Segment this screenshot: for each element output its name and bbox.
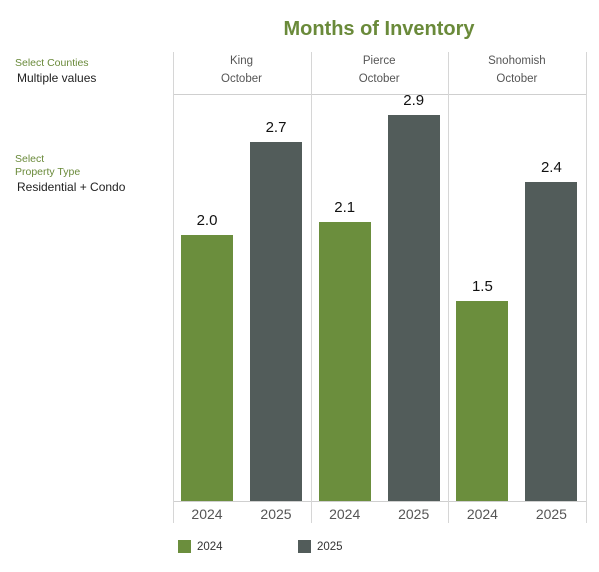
panel-header-king: King October xyxy=(173,55,310,85)
select-property-type-value[interactable]: Residential + Condo xyxy=(17,180,126,194)
chart-title: Months of Inventory xyxy=(283,18,475,40)
baseline xyxy=(173,501,588,502)
data-label: 2.0 xyxy=(196,211,218,229)
data-label: 2.9 xyxy=(403,92,425,110)
legend-label-2024: 2024 xyxy=(197,541,223,553)
panel-divider xyxy=(310,52,312,523)
panel-divider xyxy=(448,52,450,523)
bar-snohomish-2024 xyxy=(456,301,509,501)
bar-king-2025 xyxy=(250,141,302,501)
header-divider xyxy=(173,94,588,95)
legend-swatch-2025 xyxy=(298,540,311,553)
data-label: 2.7 xyxy=(265,118,287,136)
county-label: Pierce xyxy=(362,55,396,67)
data-label: 2.4 xyxy=(540,158,562,176)
select-counties-label: Select Counties xyxy=(15,57,89,69)
x-tick-label: 2025 xyxy=(260,506,292,522)
x-tick-label: 2024 xyxy=(329,506,361,522)
panel-divider xyxy=(586,52,588,523)
bar-pierce-2025 xyxy=(387,115,440,501)
month-label: October xyxy=(221,73,262,85)
panel-header-snohomish: Snohomish October xyxy=(448,55,585,85)
county-label: King xyxy=(229,55,254,67)
x-tick-label: 2024 xyxy=(466,506,498,522)
panel-divider xyxy=(173,52,174,523)
data-label: 1.5 xyxy=(471,278,493,296)
x-tick-label: 2024 xyxy=(191,506,223,522)
bar-king-2024 xyxy=(181,234,233,501)
data-label: 2.1 xyxy=(334,198,356,216)
select-counties-value[interactable]: Multiple values xyxy=(17,71,97,85)
x-tick-label: 2025 xyxy=(398,506,430,522)
panel-header-pierce: Pierce October xyxy=(311,55,448,85)
select-property-type-label: Select Property Type xyxy=(15,153,81,178)
legend-swatch-2024 xyxy=(178,540,191,553)
month-label: October xyxy=(496,73,538,85)
bar-pierce-2024 xyxy=(318,221,371,501)
bar-snohomish-2025 xyxy=(525,181,578,501)
county-label: Snohomish xyxy=(488,55,546,67)
month-label: October xyxy=(358,73,400,85)
legend-label-2025: 2025 xyxy=(317,541,343,553)
x-tick-label: 2025 xyxy=(535,506,567,522)
